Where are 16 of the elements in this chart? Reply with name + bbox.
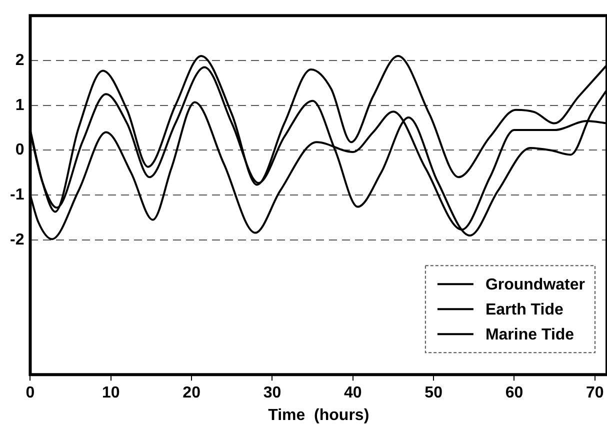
x-tick-label: 30 bbox=[263, 384, 282, 402]
y-tick-label: -2 bbox=[10, 231, 24, 248]
legend-label: Groundwater bbox=[485, 276, 585, 294]
y-tick-label: -1 bbox=[10, 186, 24, 204]
x-tick-label: 40 bbox=[344, 384, 362, 402]
x-tick-label: 20 bbox=[182, 384, 201, 402]
legend-label: Earth Tide bbox=[485, 302, 564, 319]
x-tick-label: 10 bbox=[102, 384, 120, 402]
y-tick-label: 0 bbox=[15, 142, 24, 159]
legend-label: Marine Tide bbox=[485, 326, 574, 344]
y-tick-label: 1 bbox=[15, 96, 24, 114]
y-tick-label: 2 bbox=[15, 52, 24, 69]
x-tick-label: 60 bbox=[505, 384, 524, 402]
x-tick-label: 50 bbox=[424, 384, 443, 402]
x-axis-title: Time (hours) bbox=[268, 406, 370, 424]
x-tick-label: 70 bbox=[586, 384, 604, 402]
